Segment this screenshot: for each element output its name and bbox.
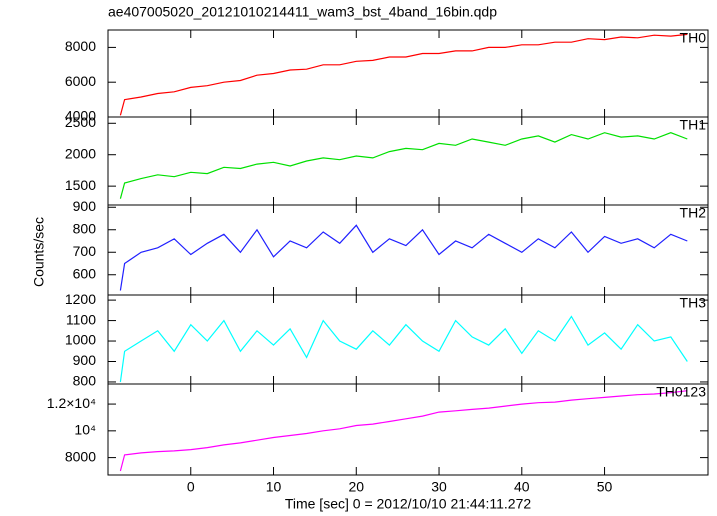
x-tick-label: 20 [348, 479, 364, 495]
panel-frame [107, 383, 709, 476]
panel-frame [107, 294, 709, 385]
x-tick-label: 0 [187, 479, 195, 495]
y-tick-label: 8000 [65, 448, 96, 464]
y-tick-label: 900 [73, 352, 97, 368]
y-tick-label: 600 [73, 265, 97, 281]
y-tick-label: 1200 [65, 291, 96, 307]
data-line [119, 224, 688, 291]
data-line [119, 132, 688, 199]
y-tick-label: 1500 [65, 177, 96, 193]
y-tick-label: 700 [73, 243, 97, 259]
y-tick-label: 6000 [65, 73, 96, 89]
y-tick-label: 8000 [65, 38, 96, 54]
series-label: TH0123 [656, 384, 706, 400]
y-tick-label: 2000 [65, 145, 96, 161]
y-tick-label: 1100 [66, 311, 96, 327]
y-tick-label: 2500 [65, 114, 96, 130]
x-tick-label: 50 [597, 479, 613, 495]
series-label: TH0 [680, 30, 707, 46]
x-axis-label: Time [sec] 0 = 2012/10/10 21:44:11.272 [285, 496, 532, 512]
series-label: TH3 [680, 295, 707, 311]
y-tick-label: 10⁴ [74, 422, 96, 438]
chart-title: ae407005020_20121010214411_wam3_bst_4ban… [108, 4, 497, 20]
y-axis-label: Counts/sec [31, 217, 47, 287]
data-line [119, 33, 688, 116]
y-tick-label: 1000 [65, 332, 96, 348]
data-line [119, 315, 688, 383]
x-tick-label: 30 [431, 479, 447, 495]
panel-frame [107, 116, 709, 206]
panel-frame [107, 29, 709, 118]
x-tick-label: 10 [266, 479, 282, 495]
x-tick-label: 40 [514, 479, 530, 495]
y-tick-label: 800 [73, 220, 97, 236]
data-line [119, 390, 688, 472]
y-tick-label: 800 [73, 373, 97, 389]
series-label: TH2 [680, 205, 707, 221]
y-tick-label: 4000 [65, 108, 96, 124]
y-tick-label: 900 [73, 198, 97, 214]
y-tick-label: 1.2×10⁴ [47, 395, 96, 411]
series-label: TH1 [680, 117, 707, 133]
